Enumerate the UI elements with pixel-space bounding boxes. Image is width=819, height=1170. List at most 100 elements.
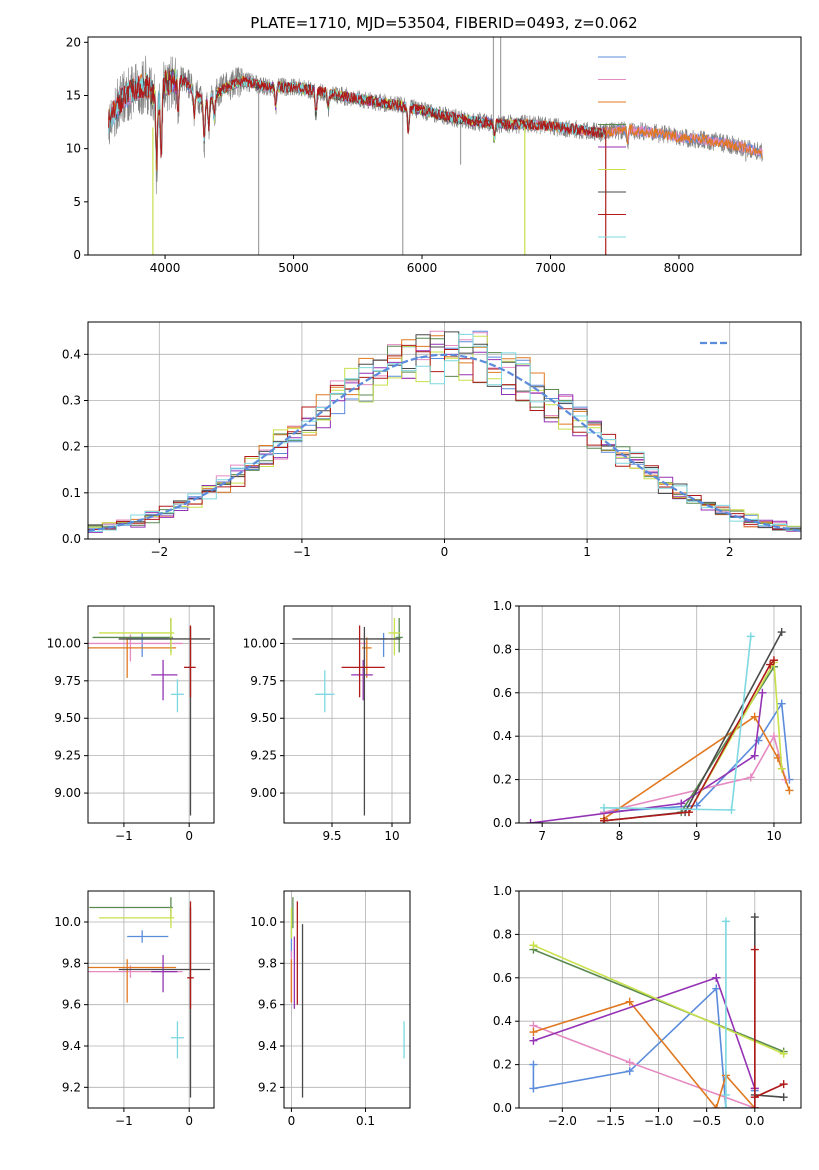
mass-weight-vs-age-panel: 7 8 9 10 0.0 0.2 0.4 0.6 0.8 1.0: [493, 599, 802, 843]
data-point-marker: [599, 816, 608, 823]
x-tick-label: 1: [583, 545, 591, 559]
data-point-marker: [779, 1080, 788, 1089]
data-point-marker: [625, 1067, 634, 1076]
y-tick-label: 9.75: [54, 674, 81, 688]
data-point-marker: [529, 1084, 538, 1093]
data-point-marker: [727, 805, 736, 814]
series-line: [533, 1000, 756, 1108]
data-point-marker: [526, 819, 535, 823]
x-tick-label: 5000: [278, 261, 309, 275]
residuals-panel: −2 −1 0 1 2 0.0 0.1 0.2 0.3 0.4: [62, 321, 802, 559]
mass-vs-Z-panel: −1 0 9.2 9.4 9.6 9.8 10.0: [54, 890, 215, 1128]
y-tick-label: 9.6: [258, 998, 277, 1012]
x-tick-label: 0: [441, 545, 449, 559]
series-line: [603, 636, 752, 811]
y-tick-label: 9.8: [62, 956, 81, 970]
y-tick-label: 0.4: [493, 1014, 512, 1028]
data-point-marker: [746, 632, 755, 641]
y-tick-label: 10.00: [47, 636, 81, 650]
data-point-marker: [599, 803, 608, 812]
y-tick-label: 9.00: [54, 786, 81, 800]
axes-frame: [87, 605, 215, 824]
scatter-plot-area: [88, 617, 211, 816]
x-tick-label: −1: [293, 545, 311, 559]
axes-frame: [87, 36, 802, 256]
x-tick-label: 0.1: [356, 1114, 375, 1128]
y-tick-label: 0.4: [493, 729, 512, 743]
y-tick-label: 0.4: [62, 347, 81, 361]
y-tick-label: 10: [66, 142, 81, 156]
x-tick-label: 10: [766, 829, 781, 843]
gaussian-reference-curve: [88, 353, 801, 532]
axes-frame: [283, 890, 411, 1109]
y-tick-label: 10.00: [243, 636, 277, 650]
y-tick-label: 5: [73, 195, 81, 209]
y-tick-label: 0.1: [62, 486, 81, 500]
model-line: [108, 70, 606, 171]
y-tick-label: 9.25: [54, 749, 81, 763]
y-tick-label: 0.0: [62, 532, 81, 546]
y-tick-label: 1.0: [493, 599, 512, 613]
data-point-marker: [750, 1104, 759, 1108]
data-point-marker: [625, 997, 634, 1006]
axes-frame: [518, 605, 802, 824]
series-line: [753, 917, 784, 1098]
y-tick-label: 0.3: [62, 393, 81, 407]
y-tick-label: 15: [66, 88, 81, 102]
y-tick-label: 0.8: [493, 642, 512, 656]
age-vs-Z-panel: −1 0 9.00 9.25 9.50 9.75 10.00: [47, 605, 215, 843]
line-plot-area: [529, 913, 788, 1108]
series-line: [533, 948, 785, 1053]
data-point-marker: [750, 1093, 759, 1102]
series-line: [603, 659, 775, 822]
data-point-marker: [529, 1028, 538, 1037]
data-point-marker: [779, 1049, 788, 1058]
y-tick-label: 9.25: [250, 749, 277, 763]
x-tick-label: −1.0: [644, 1114, 673, 1128]
figure-title: PLATE=1710, MJD=53504, FIBERID=0493, z=0…: [250, 14, 637, 32]
data-point-marker: [750, 913, 759, 922]
y-tick-label: 9.50: [250, 711, 277, 725]
line-plot-area: [526, 628, 794, 823]
data-point-marker: [529, 1060, 538, 1069]
series-line: [533, 944, 785, 1055]
data-point-marker: [750, 712, 759, 721]
x-tick-label: 8: [616, 829, 624, 843]
data-point-marker: [769, 732, 778, 741]
series-line: [530, 692, 764, 823]
x-tick-label: −1: [115, 1114, 133, 1128]
x-tick-label: −0.5: [692, 1114, 721, 1128]
series-line: [603, 715, 791, 820]
data-point-marker: [785, 786, 794, 795]
data-point-marker: [529, 941, 538, 950]
x-tick-label: 8000: [664, 261, 695, 275]
legend: [598, 56, 626, 238]
y-tick-label: 9.50: [54, 711, 81, 725]
x-tick-label: 10: [384, 829, 399, 843]
series-line: [533, 1024, 756, 1108]
x-tick-label: 4000: [150, 261, 181, 275]
age-vs-mass-panel: 9.5 10 9.00 9.25 9.50 9.75 10.00: [243, 605, 411, 843]
y-tick-label: 9.8: [258, 956, 277, 970]
mass-weight-vs-Z-panel: −2.0 −1.5 −1.0 −0.5 0.0 0.0 0.2 0.4 0.6 0.8 1.0: [493, 884, 802, 1128]
y-tick-label: 9.4: [258, 1039, 277, 1053]
axes-frame: [87, 890, 215, 1109]
data-point-marker: [692, 801, 701, 810]
x-tick-label: 0: [185, 1114, 193, 1128]
y-tick-label: 10.0: [250, 915, 277, 929]
residuals-plot-area: [88, 330, 801, 537]
data-point-marker: [750, 945, 759, 954]
y-tick-label: 9.6: [62, 998, 81, 1012]
data-point-marker: [746, 773, 755, 782]
y-tick-label: 9.00: [250, 786, 277, 800]
x-tick-label: 7000: [535, 261, 566, 275]
x-tick-label: −2: [150, 545, 168, 559]
data-point-marker: [721, 917, 730, 926]
x-tick-label: −2.0: [548, 1114, 577, 1128]
y-tick-label: 0.6: [493, 686, 512, 700]
data-point-marker: [769, 656, 778, 665]
y-tick-label: 9.75: [250, 674, 277, 688]
y-tick-label: 1.0: [493, 884, 512, 898]
x-tick-label: −1.5: [596, 1114, 625, 1128]
spectrum-plot-area: [108, 37, 763, 255]
